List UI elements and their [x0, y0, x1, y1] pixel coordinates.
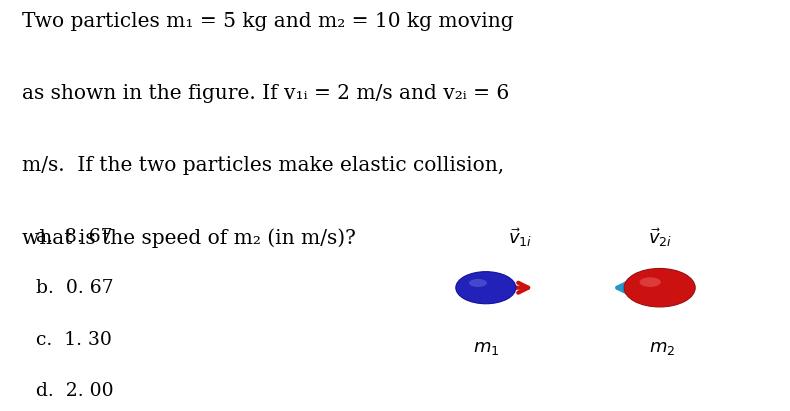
Text: $m_2$: $m_2$: [649, 339, 675, 357]
Text: as shown in the figure. If v₁ᵢ = 2 m/s and v₂ᵢ = 6: as shown in the figure. If v₁ᵢ = 2 m/s a…: [22, 84, 510, 103]
Ellipse shape: [456, 272, 516, 304]
Text: $\vec{v}_{2i}$: $\vec{v}_{2i}$: [649, 226, 672, 249]
Text: $m_1$: $m_1$: [472, 339, 499, 357]
Ellipse shape: [624, 268, 695, 307]
Text: a.  8. 67: a. 8. 67: [36, 228, 112, 246]
Text: d.  2. 00: d. 2. 00: [36, 382, 113, 400]
Text: $\vec{v}_{1i}$: $\vec{v}_{1i}$: [508, 226, 532, 249]
Text: m/s.  If the two particles make elastic collision,: m/s. If the two particles make elastic c…: [22, 156, 504, 175]
Text: b.  0. 67: b. 0. 67: [36, 279, 113, 298]
Ellipse shape: [469, 279, 487, 287]
Text: c.  1. 30: c. 1. 30: [36, 331, 111, 349]
Text: Two particles m₁ = 5 kg and m₂ = 10 kg moving: Two particles m₁ = 5 kg and m₂ = 10 kg m…: [22, 12, 514, 31]
Ellipse shape: [640, 277, 660, 287]
Text: what is the speed of m₂ (in m/s)?: what is the speed of m₂ (in m/s)?: [22, 228, 356, 248]
